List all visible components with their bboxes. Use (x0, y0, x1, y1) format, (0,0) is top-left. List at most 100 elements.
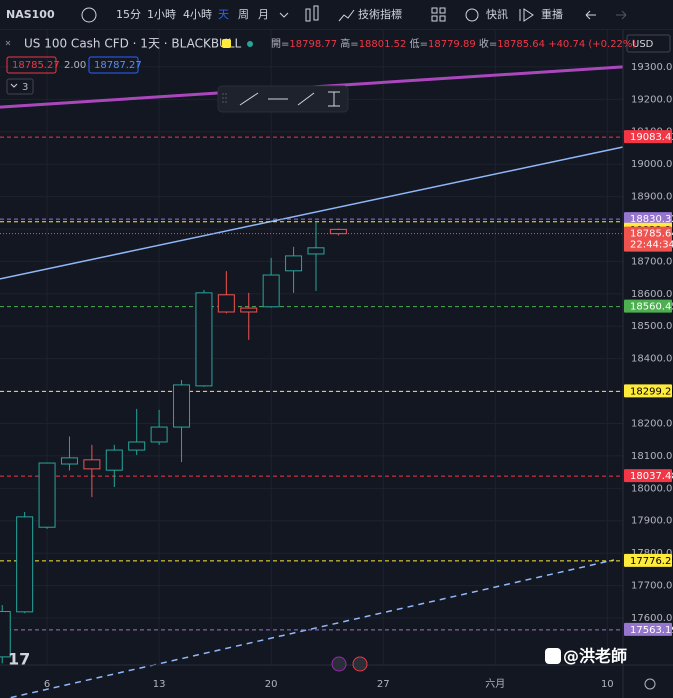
y-tick-label: 17600.00 (631, 613, 673, 624)
level-label-box (624, 299, 672, 313)
y-tick-label: 18100.00 (631, 451, 673, 462)
y-tick-label: 18900.00 (631, 192, 673, 203)
candle-body (105, 449, 123, 471)
ask-box[interactable] (88, 56, 139, 74)
trend-line (0, 146, 624, 280)
flag (222, 39, 231, 48)
candle-body (307, 247, 325, 255)
layout-icon[interactable] (431, 7, 446, 22)
level-label: 17563.19 (630, 625, 673, 636)
indicator-count[interactable]: 3 (22, 82, 28, 93)
ask[interactable]: 18787.27 (94, 60, 142, 71)
plot-bg (0, 30, 623, 665)
y-tick-label: 17900.00 (631, 516, 673, 527)
event-icon[interactable] (331, 656, 347, 672)
undo[interactable] (585, 10, 596, 20)
candle-body (128, 441, 146, 451)
candle-body (262, 274, 280, 308)
tool-trend[interactable] (239, 92, 259, 106)
x-tick-label: 六月 (485, 678, 505, 690)
x-tick-label: 27 (377, 679, 390, 690)
y-tick-label: 18500.00 (631, 321, 673, 332)
replay-icon[interactable] (519, 8, 534, 22)
add-symbol[interactable] (81, 7, 97, 23)
symbol[interactable]: NAS100 (6, 8, 55, 21)
tool-range[interactable] (328, 91, 340, 107)
bid-box[interactable] (6, 56, 57, 74)
top-bar (0, 0, 673, 30)
dropdown[interactable] (279, 12, 289, 18)
interval-active[interactable]: 天 (218, 8, 229, 21)
y-tick-label: 18600.00 (631, 289, 673, 300)
ohlc-value: 18785.64 (497, 39, 545, 50)
ohlc-value: 18801.52 (359, 39, 407, 50)
ohlc-label: 開= (271, 38, 289, 50)
indicator-icon[interactable] (338, 9, 355, 22)
level-label-box (624, 469, 672, 483)
level-label-box (624, 384, 672, 398)
chart-type[interactable] (305, 8, 311, 22)
level-label: 18560.45 (630, 302, 673, 313)
interval[interactable]: 周 (238, 8, 249, 21)
y-tick-label: 19300.00 (631, 62, 673, 73)
y-tick-label: 18000.00 (631, 483, 673, 494)
alert-icon[interactable] (465, 8, 479, 22)
candle-body (83, 459, 101, 470)
candle-body (285, 255, 303, 272)
drag-handle[interactable] (222, 93, 227, 105)
alerts[interactable]: 快訊 (486, 7, 508, 21)
ohlc: 開=18798.77 高=18801.52 低=18779.89 收=18785… (271, 37, 636, 50)
interval[interactable]: 15分 (116, 8, 141, 21)
x-tick-label: 13 (153, 679, 166, 690)
time-axis: 6 13 20 27 六月 10 (44, 678, 614, 690)
y-tick-label: 19200.00 (631, 94, 673, 105)
spread: 2.00 (64, 60, 86, 71)
y-tick-label: 17700.00 (631, 581, 673, 592)
replay[interactable]: 重播 (541, 7, 563, 21)
y-tick-label: 18200.00 (631, 418, 673, 429)
indicator-toggle[interactable] (6, 78, 34, 95)
ohlc-label: 收= (479, 37, 497, 50)
currency[interactable]: USD (632, 39, 654, 50)
candle-body (217, 294, 235, 313)
level-label: 18037.48 (630, 471, 673, 482)
candle-body (150, 426, 168, 443)
bid[interactable]: 18785.27 (12, 60, 60, 71)
candle-body (173, 384, 191, 428)
price-label: 18785.64 (630, 229, 673, 240)
candle-body (60, 457, 78, 465)
chart-type[interactable] (313, 5, 319, 21)
event-icon[interactable] (352, 656, 368, 672)
x-tick-label: 6 (44, 679, 50, 690)
y-tick-label: 18400.00 (631, 354, 673, 365)
level-label-box (624, 130, 672, 144)
chart-title: US 100 Cash CFD · 1天 · BLACKBULL (24, 37, 242, 51)
countdown: 22:44:34 (630, 240, 673, 251)
price-label-box (624, 226, 672, 252)
indicators[interactable]: 技術指標 (358, 7, 402, 21)
interval[interactable]: 1小時 (147, 8, 176, 21)
ohlc-label: 低= (410, 37, 428, 50)
candle-body (329, 228, 347, 235)
interval[interactable]: 月 (258, 8, 269, 21)
chevron[interactable] (10, 83, 18, 88)
y-tick-label: 17800.00 (631, 548, 673, 559)
collapse[interactable] (5, 40, 11, 46)
watermark: @洪老師 (563, 647, 627, 666)
currency-box[interactable] (626, 34, 671, 53)
redo[interactable] (616, 10, 627, 20)
level-label: 18830.32 (630, 214, 673, 225)
ohlc-value: 18779.89 (428, 39, 476, 50)
ohlc-value: 18798.77 (289, 39, 337, 50)
market-status (247, 41, 253, 47)
interval[interactable]: 4小時 (183, 8, 212, 21)
settings[interactable] (644, 678, 656, 690)
candle-body (240, 307, 258, 313)
candle-body (195, 292, 213, 387)
level-label-box (624, 212, 672, 226)
level-label-box (624, 553, 672, 567)
tool-ray[interactable] (297, 92, 315, 106)
candle-body (38, 462, 56, 528)
